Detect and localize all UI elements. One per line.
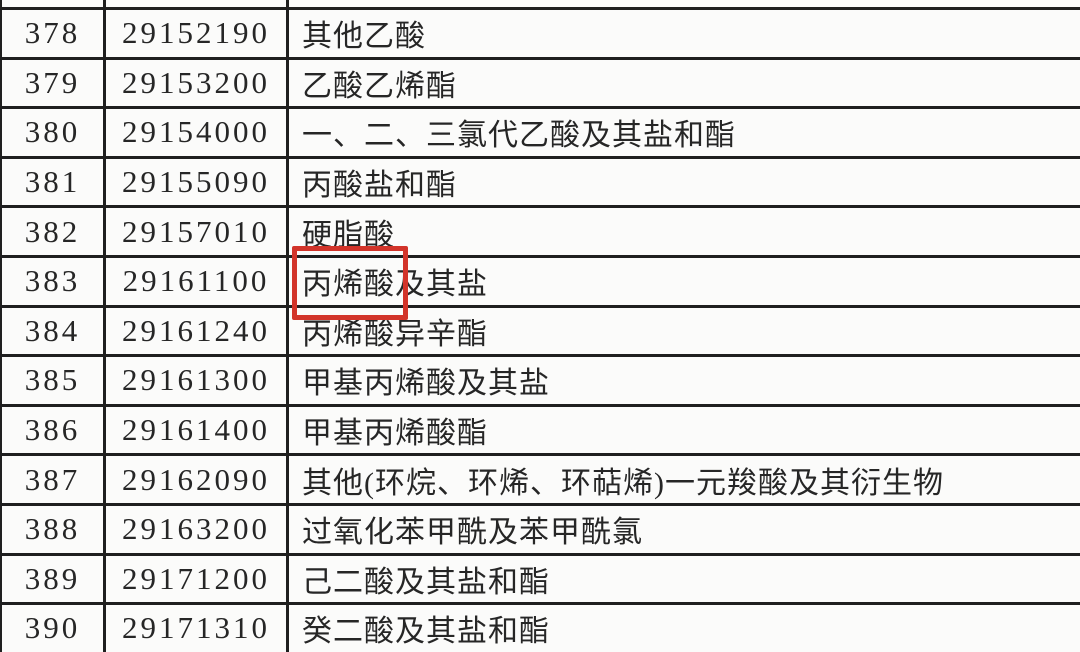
table-row: 383 29161100 丙烯酸 及其盐	[2, 246, 1080, 321]
row-number-cell: 386	[2, 406, 106, 454]
row-number-cell: 383	[2, 257, 106, 305]
table-row: 385 29161300 甲基丙烯酸及其盐	[2, 354, 1080, 404]
row-number-cell	[2, 0, 106, 7]
hs-code-cell: 29163200	[106, 505, 289, 553]
description-cell: 丙烯酸 及其盐	[289, 246, 1080, 321]
hs-code-cell: 29155090	[106, 158, 289, 206]
row-number-cell: 384	[2, 307, 106, 355]
hs-code-cell: 29171310	[106, 605, 289, 652]
description-cell: 硬脂酸	[302, 218, 395, 252]
hs-code-cell: 29171200	[106, 555, 289, 603]
description-cell: 丙酸盐和酯	[302, 169, 457, 203]
table-row: 379 29153200 乙酸乙烯酯	[2, 56, 1080, 107]
table-row: 384 29161240 丙烯酸异辛酯	[2, 304, 1080, 355]
description-cell: 甲基丙烯酸及其盐	[302, 367, 550, 401]
row-number-cell: 381	[2, 158, 106, 206]
hs-code-cell: 29153200	[106, 59, 289, 107]
description-cell: 乙酸乙烯酯	[302, 69, 457, 103]
highlight-box: 丙烯酸	[292, 246, 408, 321]
table-row: 380 29154000 一、二、三氯代乙酸及其盐和酯	[2, 106, 1080, 156]
row-number-cell: 380	[2, 109, 106, 156]
hs-code-cell: 29161100	[106, 257, 289, 305]
description-cell: 一、二、三氯代乙酸及其盐和酯	[302, 119, 736, 153]
row-number-cell: 388	[2, 505, 106, 553]
table-row: 390 29171310 癸二酸及其盐和酯	[2, 602, 1080, 652]
description-cell	[289, 0, 1080, 7]
row-number-cell: 389	[2, 555, 106, 603]
table-row-partial	[2, 0, 1080, 7]
table-row: 378 29152190 其他乙酸	[2, 7, 1080, 57]
hs-code-cell	[106, 0, 289, 7]
row-number-cell: 385	[2, 357, 106, 404]
row-number-cell: 378	[2, 10, 106, 57]
table-row: 389 29171200 己二酸及其盐和酯	[2, 552, 1080, 603]
description-cell: 己二酸及其盐和酯	[302, 565, 550, 599]
table-row: 388 29163200 过氧化苯甲酰及苯甲酰氯	[2, 502, 1080, 553]
description-cell: 癸二酸及其盐和酯	[302, 615, 550, 649]
row-number-cell: 382	[2, 208, 106, 255]
row-number-cell: 387	[2, 456, 106, 503]
hs-code-cell: 29161400	[106, 406, 289, 454]
hs-code-cell: 29161240	[106, 307, 289, 355]
description-cell: 过氧化苯甲酰及苯甲酰氯	[302, 516, 643, 550]
hs-code-cell: 29162090	[106, 456, 289, 503]
row-number-cell: 379	[2, 59, 106, 107]
table-row: 387 29162090 其他(环烷、环烯、环萜烯)一元羧酸及其衍生物	[2, 453, 1080, 503]
description-cell: 其他乙酸	[302, 20, 426, 54]
hs-code-cell: 29154000	[106, 109, 289, 156]
table-row: 386 29161400 甲基丙烯酸酯	[2, 403, 1080, 454]
row-number-cell: 390	[2, 605, 106, 652]
table-row: 381 29155090 丙酸盐和酯	[2, 155, 1080, 206]
table-row: 382 29157010 硬脂酸	[2, 205, 1080, 255]
hs-code-cell: 29161300	[106, 357, 289, 404]
hs-code-cell: 29152190	[106, 10, 289, 57]
description-cell: 甲基丙烯酸酯	[302, 417, 488, 451]
description-cell: 其他(环烷、环烯、环萜烯)一元羧酸及其衍生物	[302, 466, 944, 500]
hs-code-cell: 29157010	[106, 208, 289, 255]
description-cell: 丙烯酸异辛酯	[302, 317, 488, 351]
